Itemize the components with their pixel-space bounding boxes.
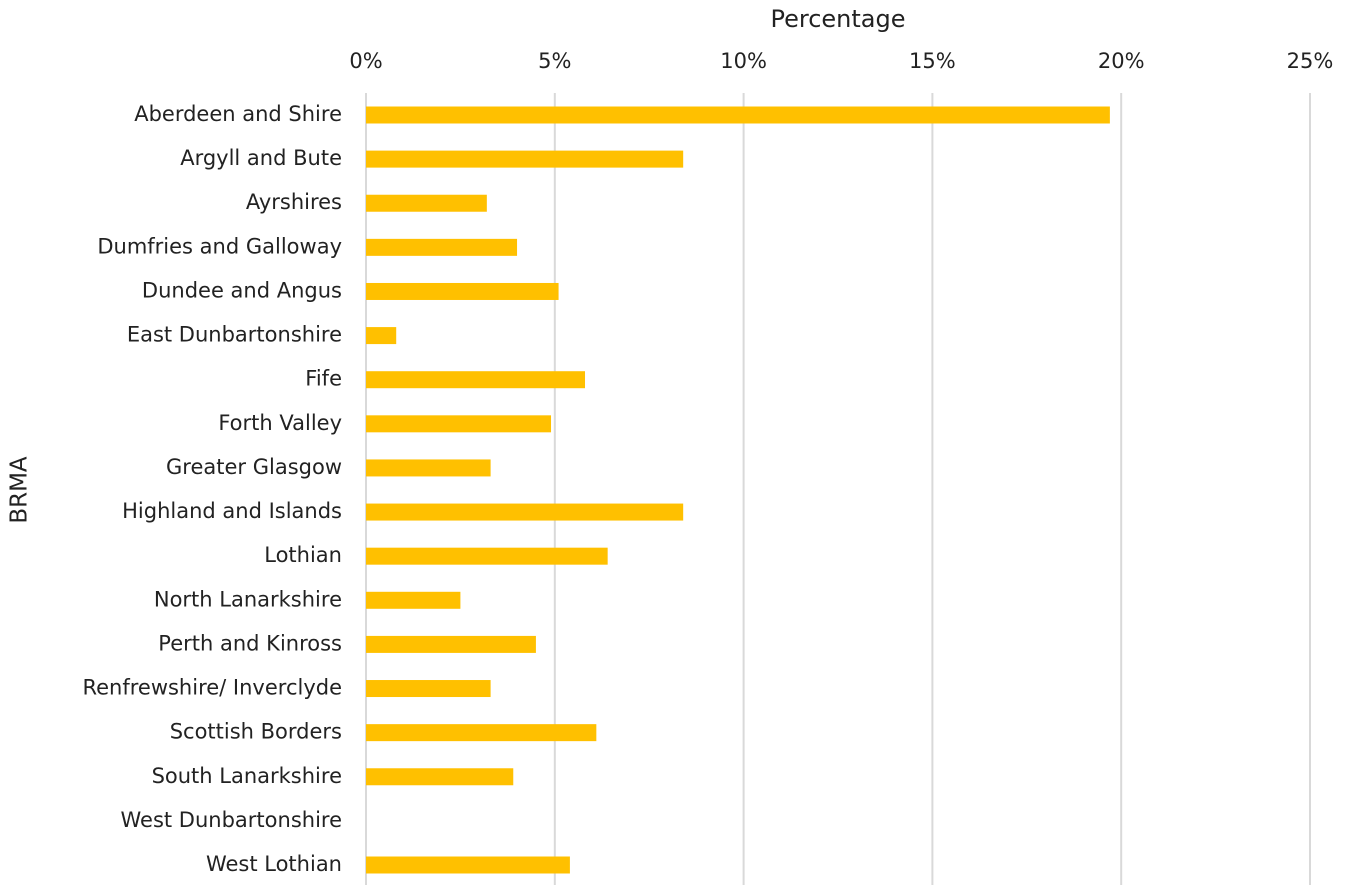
bar xyxy=(366,856,570,874)
y-axis-title: BRMA xyxy=(7,456,33,524)
y-tick-label: Ayrshires xyxy=(246,190,342,214)
bar xyxy=(366,327,397,345)
y-tick-label: West Dunbartonshire xyxy=(121,808,343,832)
y-tick-label: Greater Glasgow xyxy=(166,455,342,479)
y-tick-label: South Lanarkshire xyxy=(152,764,342,788)
bar xyxy=(366,591,461,609)
bar xyxy=(366,680,491,698)
y-tick-label: Dumfries and Galloway xyxy=(97,234,342,258)
bar xyxy=(366,194,487,212)
bar xyxy=(366,768,514,786)
y-tick-label: Scottish Borders xyxy=(170,720,342,744)
x-tick-label: 5% xyxy=(538,49,571,73)
bar xyxy=(366,371,586,389)
x-tick-label: 25% xyxy=(1287,49,1334,73)
bar xyxy=(366,547,608,565)
bar xyxy=(366,106,1110,124)
y-tick-label: Perth and Kinross xyxy=(158,631,342,655)
bar xyxy=(366,724,597,742)
bar xyxy=(366,459,491,477)
bar xyxy=(366,503,684,521)
y-tick-label: Lothian xyxy=(264,543,342,567)
y-tick-label: Highland and Islands xyxy=(122,499,342,523)
y-tick-label: Dundee and Angus xyxy=(142,278,342,302)
bar xyxy=(366,238,518,256)
y-tick-label: Aberdeen and Shire xyxy=(134,102,342,126)
y-tick-label: Fife xyxy=(305,367,342,391)
bar xyxy=(366,282,559,300)
x-axis-title: Percentage xyxy=(770,5,905,33)
y-tick-label: Renfrewshire/ Inverclyde xyxy=(82,676,342,700)
y-tick-label: East Dunbartonshire xyxy=(127,323,342,347)
y-tick-label: Forth Valley xyxy=(218,411,342,435)
bar xyxy=(366,635,536,653)
x-tick-label: 10% xyxy=(720,49,767,73)
x-tick-label: 15% xyxy=(909,49,956,73)
bar xyxy=(366,150,684,168)
x-tick-label: 20% xyxy=(1098,49,1145,73)
y-tick-label: Argyll and Bute xyxy=(180,146,342,170)
y-tick-label: North Lanarkshire xyxy=(154,587,342,611)
x-tick-label: 0% xyxy=(349,49,382,73)
y-tick-label: West Lothian xyxy=(206,852,342,876)
bar xyxy=(366,415,552,433)
